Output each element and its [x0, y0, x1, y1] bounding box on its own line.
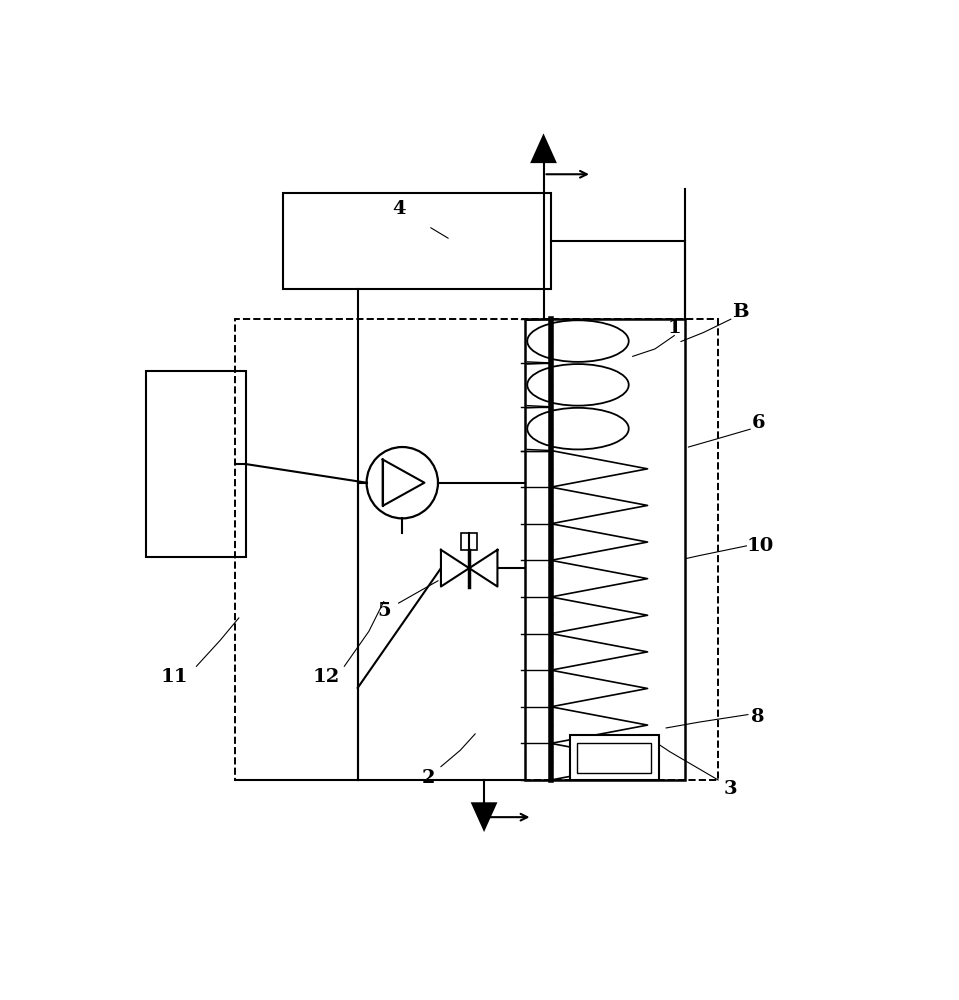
Text: 1: 1: [667, 319, 681, 337]
Bar: [570, 735, 659, 780]
Polygon shape: [530, 133, 557, 163]
Text: 5: 5: [377, 602, 390, 620]
Bar: [577, 743, 651, 773]
Text: 6: 6: [752, 414, 766, 432]
Bar: [461, 533, 478, 550]
Text: 3: 3: [724, 780, 737, 798]
Text: 11: 11: [160, 668, 188, 686]
Bar: [146, 371, 246, 557]
Text: 2: 2: [422, 769, 435, 787]
Bar: [235, 319, 718, 780]
Polygon shape: [441, 550, 469, 587]
Text: 10: 10: [747, 537, 774, 555]
Polygon shape: [471, 802, 498, 832]
Text: 8: 8: [751, 708, 764, 726]
Text: B: B: [732, 303, 749, 321]
Text: 12: 12: [313, 668, 340, 686]
Text: 4: 4: [392, 200, 406, 218]
Polygon shape: [469, 550, 498, 587]
Bar: [284, 193, 550, 289]
Bar: [525, 319, 685, 780]
